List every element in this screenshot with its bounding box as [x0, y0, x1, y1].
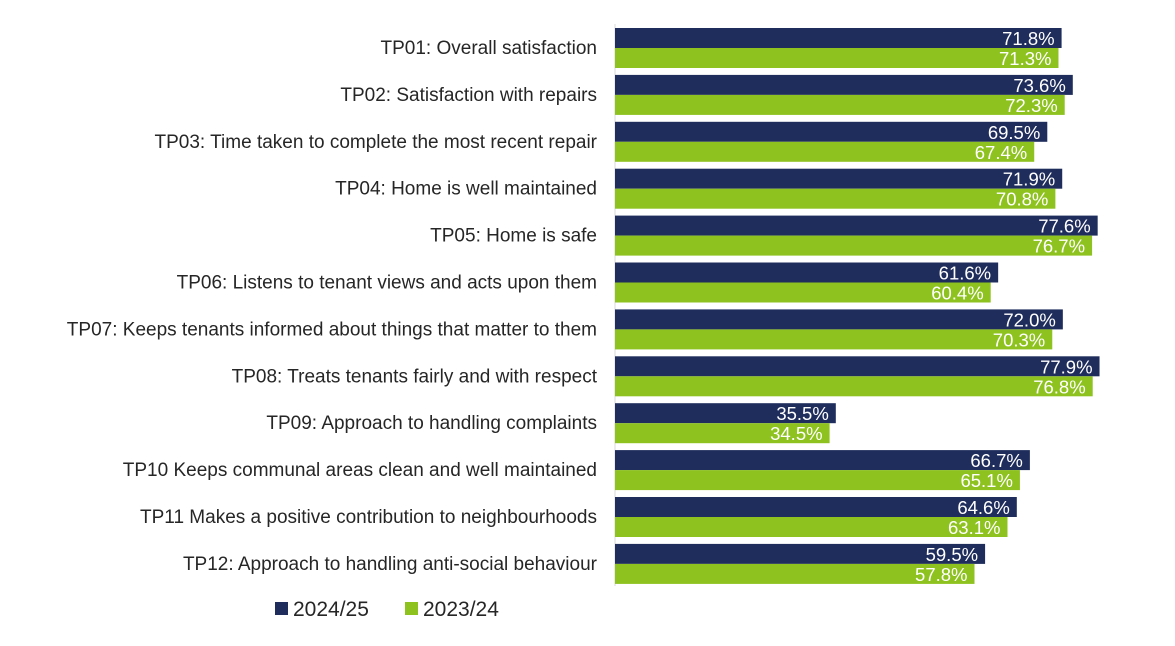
data-label: 65.1% — [960, 470, 1012, 491]
data-label: 70.8% — [996, 189, 1048, 210]
data-label: 57.8% — [915, 564, 967, 585]
data-label: 76.8% — [1033, 376, 1085, 397]
category-label: TP12: Approach to handling anti-social b… — [183, 554, 598, 575]
bar-2024-25 — [615, 309, 1063, 330]
bar-2024-25 — [615, 403, 836, 424]
data-label: 66.7% — [970, 450, 1022, 471]
bar-2024-25 — [615, 262, 999, 283]
category-label: TP02: Satisfaction with repairs — [340, 85, 597, 106]
bar-2023-24 — [615, 376, 1093, 397]
data-label: 59.5% — [926, 544, 978, 565]
data-label: 34.5% — [770, 423, 822, 444]
data-label: 69.5% — [988, 122, 1040, 143]
data-label: 72.3% — [1005, 95, 1057, 116]
bar-2023-24 — [615, 235, 1093, 256]
bar-2023-24 — [615, 94, 1065, 115]
data-label: 77.9% — [1040, 356, 1092, 377]
data-label: 64.6% — [957, 497, 1009, 518]
legend-swatch — [405, 602, 418, 615]
data-label: 73.6% — [1013, 75, 1065, 96]
category-labels-layer: TP01: Overall satisfaction TP02: Satisfac… — [67, 38, 598, 575]
bar-2023-24 — [615, 563, 975, 584]
data-label: 71.3% — [999, 48, 1051, 69]
bar-2024-25 — [615, 28, 1062, 48]
bar-2024-25 — [615, 543, 986, 564]
bar-2023-24 — [615, 470, 1020, 491]
data-label: 70.3% — [993, 329, 1045, 350]
data-label: 63.1% — [948, 517, 1000, 538]
data-label: 71.9% — [1003, 169, 1055, 190]
legend-label: 2024/25 — [293, 598, 369, 621]
data-label: 77.6% — [1038, 216, 1090, 237]
data-label: 60.4% — [931, 283, 983, 304]
bar-2023-24 — [615, 282, 991, 303]
bar-2024-25 — [615, 168, 1063, 189]
category-label: TP04: Home is well maintained — [335, 179, 597, 200]
bar-2024-25 — [615, 356, 1100, 377]
legend: 2024/25 2023/24 — [275, 598, 499, 621]
bar-2024-25 — [615, 450, 1030, 471]
bar-2024-25 — [615, 121, 1048, 142]
bar-2023-24 — [615, 517, 1008, 537]
category-label: TP06: Listens to tenant views and acts u… — [177, 273, 597, 294]
category-label: TP03: Time taken to complete the most re… — [155, 132, 598, 153]
category-label: TP08: Treats tenants fairly and with res… — [232, 366, 598, 387]
category-label: TP11 Makes a positive contribution to ne… — [140, 507, 597, 528]
category-label: TP10 Keeps communal areas clean and well… — [123, 460, 597, 481]
bar-2023-24 — [615, 188, 1056, 209]
data-label: 67.4% — [975, 142, 1027, 163]
bar-2023-24 — [615, 423, 830, 444]
bar-2024-25 — [615, 74, 1073, 95]
data-label: 71.8% — [1002, 28, 1054, 49]
bars-layer: 71.8%71.3% 73.6%72.3% 69.5%67.4% 71.9%70.8%… — [615, 28, 1100, 585]
category-label: TP05: Home is safe — [430, 226, 597, 247]
data-label: 76.7% — [1033, 236, 1085, 257]
data-label: 61.6% — [939, 263, 991, 284]
legend-label: 2023/24 — [423, 598, 499, 621]
category-label: TP07: Keeps tenants informed about thing… — [67, 319, 597, 340]
category-label: TP09: Approach to handling complaints — [266, 413, 597, 434]
data-label: 72.0% — [1003, 309, 1055, 330]
bar-2023-24 — [615, 141, 1035, 162]
bar-2024-25 — [615, 497, 1017, 517]
data-label: 35.5% — [776, 403, 828, 424]
category-label: TP01: Overall satisfaction — [381, 38, 597, 59]
bar-2023-24 — [615, 329, 1053, 350]
bar-2023-24 — [615, 48, 1059, 68]
legend-swatch — [275, 602, 288, 615]
bar-2024-25 — [615, 215, 1098, 236]
